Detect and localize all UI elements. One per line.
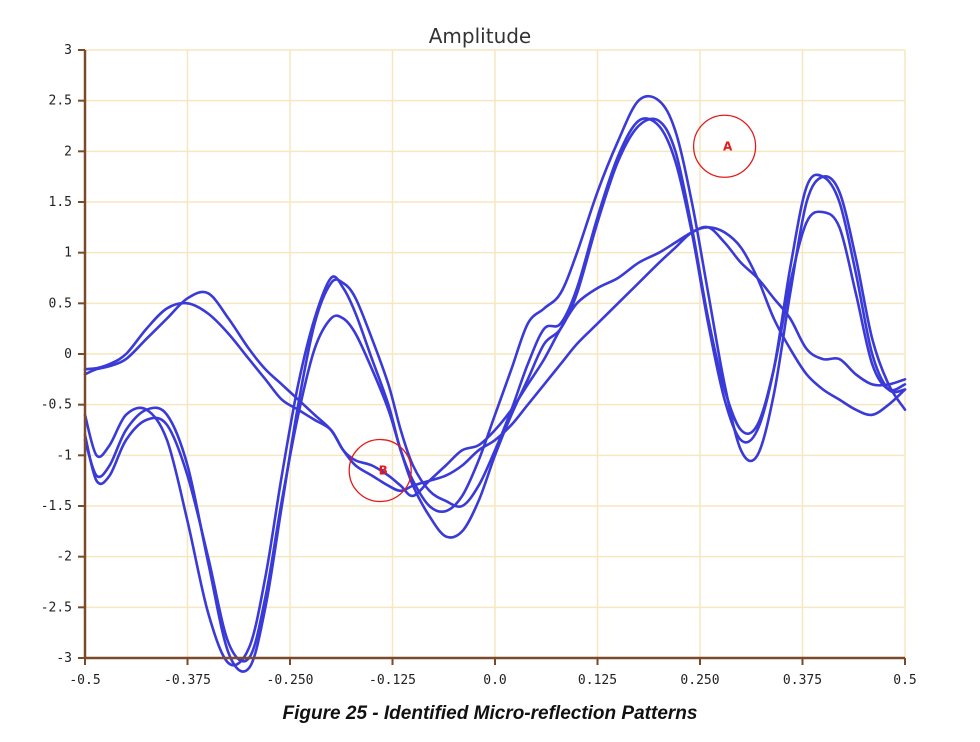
x-tick-label: 0.5	[893, 673, 916, 688]
annotation-label-b: B	[379, 464, 388, 478]
y-tick-label: 1	[64, 246, 72, 261]
annotation-circle-a	[692, 114, 757, 178]
amplitude-chart: 3 2.5 2 1.5 1 0.5 0 -0.5 -1 -1.5 -2 -2.5 -3 -0.5 -0.37…	[41, 24, 917, 688]
y-tick-label: -0.5	[41, 398, 72, 413]
y-tick-label: 3	[64, 43, 72, 58]
x-tick-label: -0.5	[69, 673, 100, 688]
y-tick-label: -3	[56, 651, 72, 666]
series-line-1	[83, 226, 907, 493]
x-tick-label: 0.375	[783, 673, 822, 688]
chart-title: Amplitude	[429, 24, 532, 48]
y-tick-label: -2.5	[41, 600, 72, 615]
x-tick-label: 0.250	[680, 673, 719, 688]
y-tick-label: -2	[56, 550, 72, 565]
annotations: AB	[348, 114, 757, 503]
y-tick-label: 1.5	[49, 195, 72, 210]
x-tick-label: 0.125	[578, 673, 617, 688]
y-tick-label: 2.5	[49, 94, 72, 109]
x-tick-label: 0.0	[483, 673, 506, 688]
y-tick-label: 0	[64, 347, 72, 362]
figure-caption: Figure 25 - Identified Micro-reflection …	[282, 703, 698, 724]
y-tick-label: -1	[56, 448, 72, 463]
tick-labels: 3 2.5 2 1.5 1 0.5 0 -0.5 -1 -1.5 -2 -2.5 -3 -0.5 -0.37…	[41, 43, 917, 688]
x-tick-label: -0.125	[369, 673, 416, 688]
x-tick-label: -0.375	[164, 673, 211, 688]
annotation-circle-b	[348, 438, 412, 503]
x-tick-label: -0.250	[267, 673, 314, 688]
series-line-3	[83, 94, 907, 667]
y-tick-label: 0.5	[49, 296, 72, 311]
y-tick-label: 2	[64, 144, 72, 159]
annotation-label-a: A	[723, 139, 733, 153]
y-tick-label: -1.5	[41, 499, 72, 514]
axes	[78, 49, 906, 665]
series-line-5	[83, 117, 907, 663]
